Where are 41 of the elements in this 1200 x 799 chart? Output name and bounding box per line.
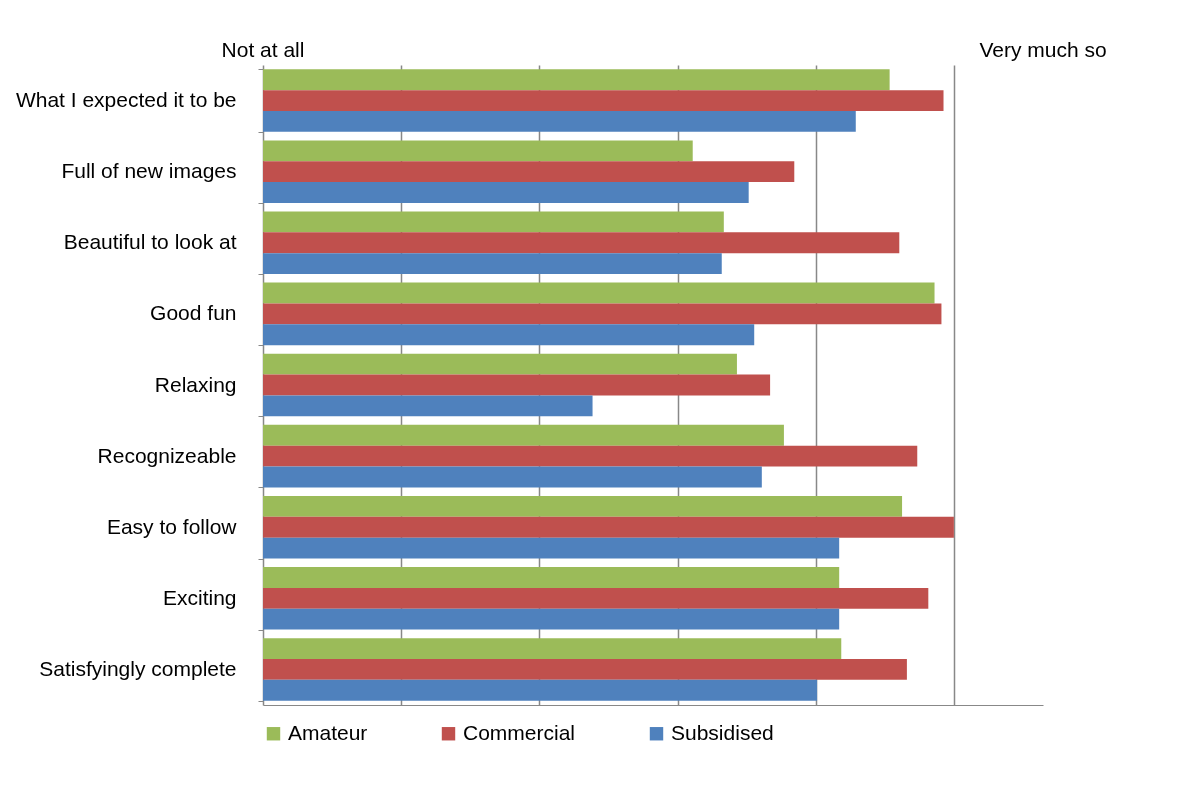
bar xyxy=(263,679,818,701)
bar xyxy=(263,567,840,588)
bar xyxy=(263,659,907,680)
bar xyxy=(263,608,840,630)
bar xyxy=(263,161,795,183)
bar xyxy=(263,424,784,446)
bar xyxy=(263,253,722,275)
legend-label: Commercial xyxy=(463,720,576,744)
bar xyxy=(263,537,840,559)
bar xyxy=(263,232,900,254)
y-tick-label: Easy to follow xyxy=(106,514,238,538)
legend-label: Amateur xyxy=(288,720,368,744)
text: Not at all xyxy=(221,38,305,61)
bar xyxy=(263,445,918,467)
bar xyxy=(263,374,771,396)
legend-label: Subsidised xyxy=(671,720,774,744)
bar xyxy=(263,353,737,375)
bar xyxy=(263,211,724,233)
y-tick-label: Good fun xyxy=(150,301,237,325)
y-tick-label: Satisfyingly complete xyxy=(39,656,237,680)
bar xyxy=(263,90,944,111)
bar xyxy=(263,638,842,660)
y-tick-label: Relaxing xyxy=(154,372,237,396)
bar xyxy=(263,587,929,609)
bar xyxy=(263,324,755,346)
y-tick-label: Exciting xyxy=(162,585,237,609)
bar xyxy=(263,395,593,417)
bar xyxy=(263,516,954,538)
y-tick-label: What I expected it to be xyxy=(15,88,237,112)
bar xyxy=(263,182,749,203)
text: Very much so xyxy=(979,38,1107,61)
y-tick-label: Full of new images xyxy=(61,159,237,183)
bar xyxy=(263,110,856,132)
bar xyxy=(263,140,693,162)
y-tick-label: Recognizeable xyxy=(97,443,237,467)
bar xyxy=(263,282,935,304)
y-tick-label: Beautiful to look at xyxy=(63,230,237,254)
bar xyxy=(263,466,762,488)
bar xyxy=(263,69,890,91)
bar xyxy=(263,495,903,517)
bar xyxy=(263,303,942,325)
